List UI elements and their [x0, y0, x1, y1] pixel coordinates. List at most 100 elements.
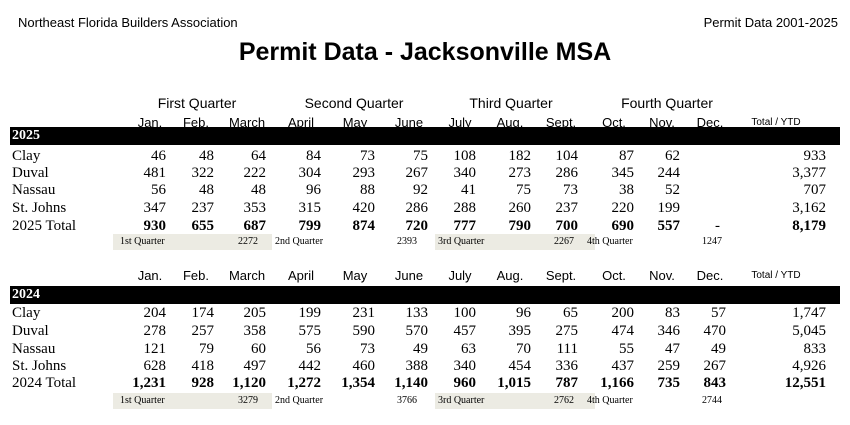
cell: 787 — [555, 375, 579, 391]
cell: 222 — [243, 165, 267, 181]
cell: 345 — [611, 165, 635, 181]
cell: 231 — [352, 305, 376, 321]
cell: 1,747 — [792, 305, 826, 321]
quarter-value: 3279 — [238, 395, 258, 406]
cell: 46 — [151, 148, 166, 164]
cell: 628 — [143, 358, 167, 374]
cell: 790 — [508, 218, 532, 234]
row-label: St. Johns — [12, 200, 67, 216]
cell: 49 — [413, 341, 428, 357]
cell: 63 — [461, 341, 476, 357]
cell: 56 — [306, 341, 321, 357]
month-heading: July — [448, 268, 472, 283]
quarter-value: 1247 — [702, 236, 722, 247]
cell: 690 — [611, 218, 635, 234]
month-heading: Dec. — [696, 115, 724, 130]
cell: 388 — [405, 358, 429, 374]
quarter-shade — [435, 393, 595, 409]
cell: 497 — [243, 358, 267, 374]
cell: 83 — [665, 305, 680, 321]
cell: 1,166 — [600, 375, 634, 391]
quarter-heading: Fourth Quarter — [621, 95, 713, 111]
org-name: Northeast Florida Builders Association — [18, 15, 238, 30]
month-heading: Sept. — [545, 268, 577, 283]
cell: 655 — [191, 218, 215, 234]
cell: 286 — [555, 165, 579, 181]
cell: 457 — [453, 323, 477, 339]
cell: 930 — [143, 218, 167, 234]
cell: 8,179 — [792, 218, 826, 234]
cell: 707 — [803, 182, 827, 198]
month-heading: Sept. — [545, 115, 577, 130]
cell: 87 — [619, 148, 634, 164]
month-heading: Aug. — [496, 268, 524, 283]
cell: 267 — [703, 358, 727, 374]
quarter-label: 2nd Quarter — [275, 236, 324, 247]
quarter-value: 2272 — [238, 236, 258, 247]
cell: 1,354 — [341, 375, 375, 391]
cell: 286 — [405, 200, 429, 216]
cell: 70 — [516, 341, 531, 357]
quarter-value: 2744 — [702, 395, 722, 406]
cell: 92 — [413, 182, 428, 198]
row-label: Duval — [12, 165, 49, 181]
month-heading: Nov. — [649, 268, 675, 283]
month-heading: Feb. — [182, 115, 209, 130]
cell: 84 — [306, 148, 321, 164]
cell: 104 — [555, 148, 579, 164]
cell: 57 — [711, 305, 726, 321]
cell: - — [715, 218, 720, 234]
quarter-label: 1st Quarter — [120, 395, 165, 406]
cell: 47 — [665, 341, 680, 357]
cell: 1,015 — [497, 375, 531, 391]
quarter-label: 1st Quarter — [120, 236, 165, 247]
cell: 48 — [199, 182, 214, 198]
cell: 38 — [619, 182, 634, 198]
cell: 205 — [243, 305, 267, 321]
cell: 259 — [657, 358, 681, 374]
month-heading: Aug. — [496, 115, 524, 130]
cell: 735 — [657, 375, 681, 391]
cell: 278 — [143, 323, 167, 339]
cell: 52 — [665, 182, 680, 198]
quarter-value: 3766 — [397, 395, 417, 406]
month-heading: Oct. — [602, 268, 626, 283]
row-label: Duval — [12, 323, 49, 339]
cell: 1,140 — [394, 375, 428, 391]
cell: 346 — [657, 323, 681, 339]
cell: 4,926 — [792, 358, 826, 374]
cell: 1,120 — [232, 375, 266, 391]
cell: 108 — [453, 148, 477, 164]
cell: 48 — [251, 182, 266, 198]
cell: 55 — [619, 341, 634, 357]
cell: 293 — [352, 165, 376, 181]
row-label: 2025 Total — [12, 218, 77, 234]
cell: 418 — [191, 358, 215, 374]
cell: 273 — [508, 165, 532, 181]
month-heading: March — [228, 268, 266, 283]
month-heading: May — [342, 115, 368, 130]
cell: 48 — [199, 148, 214, 164]
cell: 799 — [298, 218, 322, 234]
cell: 353 — [243, 200, 267, 216]
cell: 88 — [360, 182, 375, 198]
cell: 174 — [191, 305, 215, 321]
cell: 481 — [143, 165, 167, 181]
month-heading: Oct. — [602, 115, 626, 130]
cell: 843 — [703, 375, 727, 391]
row-label: Clay — [12, 305, 41, 321]
cell: 220 — [611, 200, 635, 216]
cell: 288 — [453, 200, 477, 216]
cell: 347 — [143, 200, 167, 216]
year-label: 2025 — [12, 128, 40, 143]
quarter-heading: Third Quarter — [469, 95, 553, 111]
cell: 62 — [665, 148, 680, 164]
cell: 1,231 — [132, 375, 166, 391]
quarter-label: 4th Quarter — [587, 395, 633, 406]
cell: 874 — [352, 218, 376, 234]
cell: 56 — [151, 182, 166, 198]
cell: 5,045 — [792, 323, 826, 339]
cell: 470 — [703, 323, 727, 339]
year-bar — [10, 286, 840, 304]
